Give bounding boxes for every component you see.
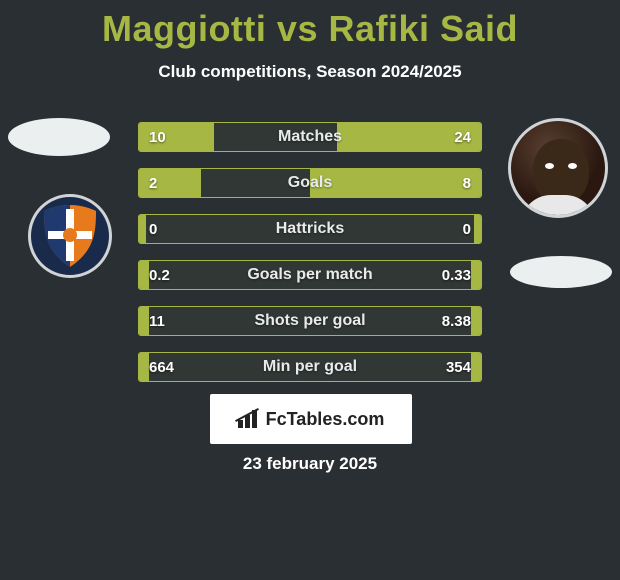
stat-label: Goals per match [139,261,481,289]
club-logo-icon [40,203,100,269]
brand-chart-icon [238,410,260,428]
page-subtitle: Club competitions, Season 2024/2025 [0,62,620,82]
stat-row: 00Hattricks [138,214,482,244]
stat-row: 1024Matches [138,122,482,152]
stat-row: 664354Min per goal [138,352,482,382]
stat-label: Goals [139,169,481,197]
stat-label: Shots per goal [139,307,481,335]
stat-label: Hattricks [139,215,481,243]
stat-label: Matches [139,123,481,151]
stat-row: 0.20.33Goals per match [138,260,482,290]
player-left-placeholder-ellipse [8,118,110,156]
stat-row: 118.38Shots per goal [138,306,482,336]
page-title: Maggiotti vs Rafiki Said [0,0,620,50]
player-right-avatar [508,118,608,218]
brand-text: FcTables.com [266,409,385,430]
stats-container: 1024Matches 28Goals 00Hattricks 0.20.33Goal… [138,122,482,398]
player-left-club-logo [28,194,112,278]
stat-row: 28Goals [138,168,482,198]
player-right-placeholder-ellipse [510,256,612,288]
brand-badge[interactable]: FcTables.com [210,394,412,444]
stat-label: Min per goal [139,353,481,381]
date-label: 23 february 2025 [0,454,620,474]
